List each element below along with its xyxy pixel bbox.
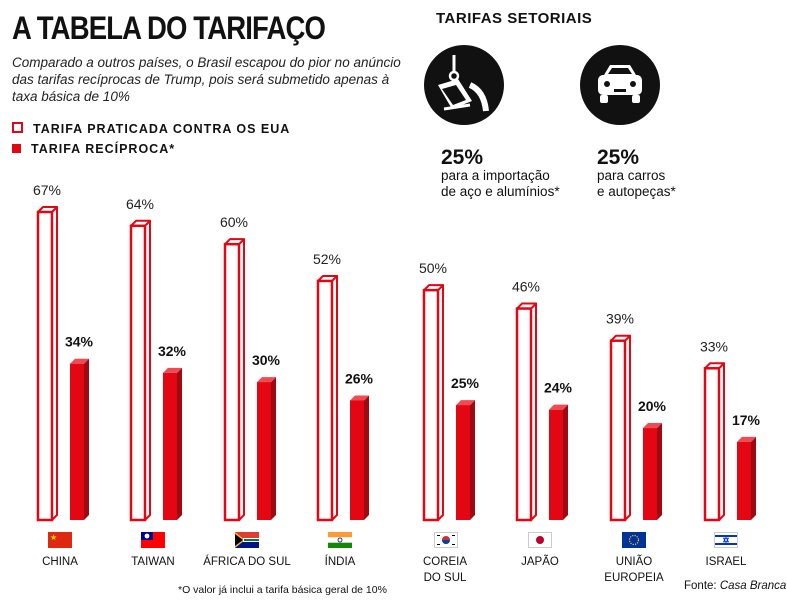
bar-practiced-china xyxy=(36,210,54,522)
bar-reciprocal-uni-o-europeia xyxy=(643,428,657,520)
label-reciprocal-uni-o-europeia: 20% xyxy=(638,398,667,414)
country-label-line1: TAIWAN xyxy=(131,556,175,568)
label-reciprocal--frica-do-sul: 30% xyxy=(252,352,281,368)
bar-reciprocal-coreia-do-sul-top xyxy=(456,400,475,406)
legend-reciprocal: TARIFA RECÍPROCA* xyxy=(12,142,175,156)
source: Fonte: Casa Branca xyxy=(684,580,786,592)
bar-reciprocal-china-top xyxy=(70,358,89,364)
sectoral-car-pct: 25% xyxy=(597,146,640,169)
country-label-7: ISRAEL xyxy=(671,554,781,570)
bar-practiced--ndia xyxy=(316,279,334,522)
israel-flag-icon xyxy=(714,532,738,548)
south-korea-flag-icon xyxy=(434,532,458,548)
bar-reciprocal-israel-side xyxy=(751,436,756,520)
bar-reciprocal-coreia-do-sul-side xyxy=(470,400,475,520)
country-label-1: TAIWAN xyxy=(98,554,208,570)
country-label-3: ÍNDIA xyxy=(285,554,395,570)
footnote: *O valor já inclui a tarifa básica geral… xyxy=(178,584,387,596)
bar-reciprocal--frica-do-sul-side xyxy=(271,377,276,520)
india-flag-icon xyxy=(328,532,352,548)
country-label-line1: CHINA xyxy=(42,556,78,568)
country-label-6: UNIÃO EUROPEIA xyxy=(579,554,689,586)
bar-reciprocal-taiwan-top xyxy=(163,367,182,373)
label-practiced-china: 67% xyxy=(33,182,61,198)
legend-practiced-label: TARIFA PRATICADA CONTRA OS EUA xyxy=(33,122,291,136)
country-label-line1: JAPÃO xyxy=(521,556,559,568)
source-label: Fonte: xyxy=(684,580,717,592)
bar-practiced-israel xyxy=(703,367,721,522)
bar-reciprocal--ndia xyxy=(350,400,364,520)
country-label-line2: EUROPEIA xyxy=(604,572,664,584)
bar-reciprocal-coreia-do-sul xyxy=(456,405,470,520)
bar-reciprocal-jap-o-top xyxy=(549,404,568,410)
bar-reciprocal--frica-do-sul-top xyxy=(257,377,276,383)
country-label-line1: COREIA xyxy=(422,556,468,568)
label-reciprocal-china: 34% xyxy=(65,334,94,350)
bar-reciprocal-taiwan-side xyxy=(177,367,182,520)
country-label-line1: ÍNDIA xyxy=(324,556,356,568)
label-reciprocal-jap-o: 24% xyxy=(544,380,573,396)
bar-reciprocal--frica-do-sul xyxy=(257,382,271,520)
page-subtitle: Comparado a outros países, o Brasil esca… xyxy=(12,55,401,104)
sectoral-steel-pct: 25% xyxy=(441,146,484,169)
country-label-line2: DO SUL xyxy=(423,572,467,584)
country-label-0: CHINA xyxy=(5,554,115,570)
country-label-2: ÁFRICA DO SUL xyxy=(192,554,302,570)
bar-practiced-coreia-do-sul xyxy=(422,288,440,522)
label-practiced-taiwan: 64% xyxy=(126,196,154,212)
country-label-line1: ÁFRICA DO SUL xyxy=(203,556,291,568)
bar-reciprocal-israel xyxy=(737,441,751,520)
bar-reciprocal--ndia-top xyxy=(350,395,369,401)
label-practiced-israel: 33% xyxy=(700,338,728,354)
sectoral-steel-desc: para a importação de aço e alumínios* xyxy=(441,168,560,200)
car-icon xyxy=(580,45,660,125)
china-flag-icon: ★ xyxy=(48,532,72,548)
legend-outline-swatch xyxy=(12,122,23,133)
bar-reciprocal-uni-o-europeia-side xyxy=(657,423,662,520)
bar-practiced--frica-do-sul xyxy=(223,242,241,522)
bar-practiced-uni-o-europeia xyxy=(609,339,627,522)
bar-reciprocal-china-side xyxy=(84,358,89,520)
page-title: A TABELA DO TARIFAÇO xyxy=(12,10,326,46)
label-reciprocal-taiwan: 32% xyxy=(158,343,187,359)
label-reciprocal-israel: 17% xyxy=(732,412,761,428)
label-practiced-coreia-do-sul: 50% xyxy=(419,260,447,276)
legend-practiced: TARIFA PRATICADA CONTRA OS EUA xyxy=(12,122,290,136)
label-practiced--ndia: 52% xyxy=(313,251,341,267)
bar-reciprocal-jap-o-side xyxy=(563,404,568,520)
country-label-4: COREIA DO SUL xyxy=(390,554,500,586)
sectoral-car-desc: para carros e autopeças* xyxy=(597,168,676,200)
svg-text:★: ★ xyxy=(50,533,57,542)
eu-flag-icon xyxy=(622,532,646,548)
japan-flag-icon xyxy=(528,532,552,548)
bar-reciprocal-jap-o xyxy=(549,409,563,520)
sectoral-steel-line2: de aço e alumínios* xyxy=(441,184,560,199)
sectoral-steel-line1: para a importação xyxy=(441,168,550,183)
bar-reciprocal-taiwan xyxy=(163,372,177,520)
steel-ladle-icon xyxy=(424,45,504,125)
sectoral-car-line1: para carros xyxy=(597,168,666,183)
taiwan-flag-icon xyxy=(141,532,165,548)
legend-filled-swatch xyxy=(12,144,21,153)
bar-practiced-jap-o xyxy=(515,307,533,522)
label-reciprocal-coreia-do-sul: 25% xyxy=(451,375,480,391)
south-africa-flag-icon xyxy=(235,532,259,548)
bar-reciprocal-israel-top xyxy=(737,436,756,442)
label-practiced-uni-o-europeia: 39% xyxy=(606,311,634,327)
source-name: Casa Branca xyxy=(719,580,787,592)
bar-reciprocal-china xyxy=(70,363,84,520)
sectoral-title: TARIFAS SETORIAIS xyxy=(436,10,593,27)
bar-practiced-taiwan xyxy=(129,224,147,522)
country-label-5: JAPÃO xyxy=(485,554,595,570)
bar-reciprocal--ndia-side xyxy=(364,395,369,520)
country-label-line1: UNIÃO xyxy=(615,556,653,568)
label-practiced-jap-o: 46% xyxy=(512,279,540,295)
label-practiced--frica-do-sul: 60% xyxy=(220,214,248,230)
legend-reciprocal-label: TARIFA RECÍPROCA* xyxy=(31,142,176,156)
label-reciprocal--ndia: 26% xyxy=(345,370,374,386)
sectoral-car-line2: e autopeças* xyxy=(597,184,676,199)
country-label-line1: ISRAEL xyxy=(705,556,747,568)
bar-reciprocal-uni-o-europeia-top xyxy=(643,423,662,429)
